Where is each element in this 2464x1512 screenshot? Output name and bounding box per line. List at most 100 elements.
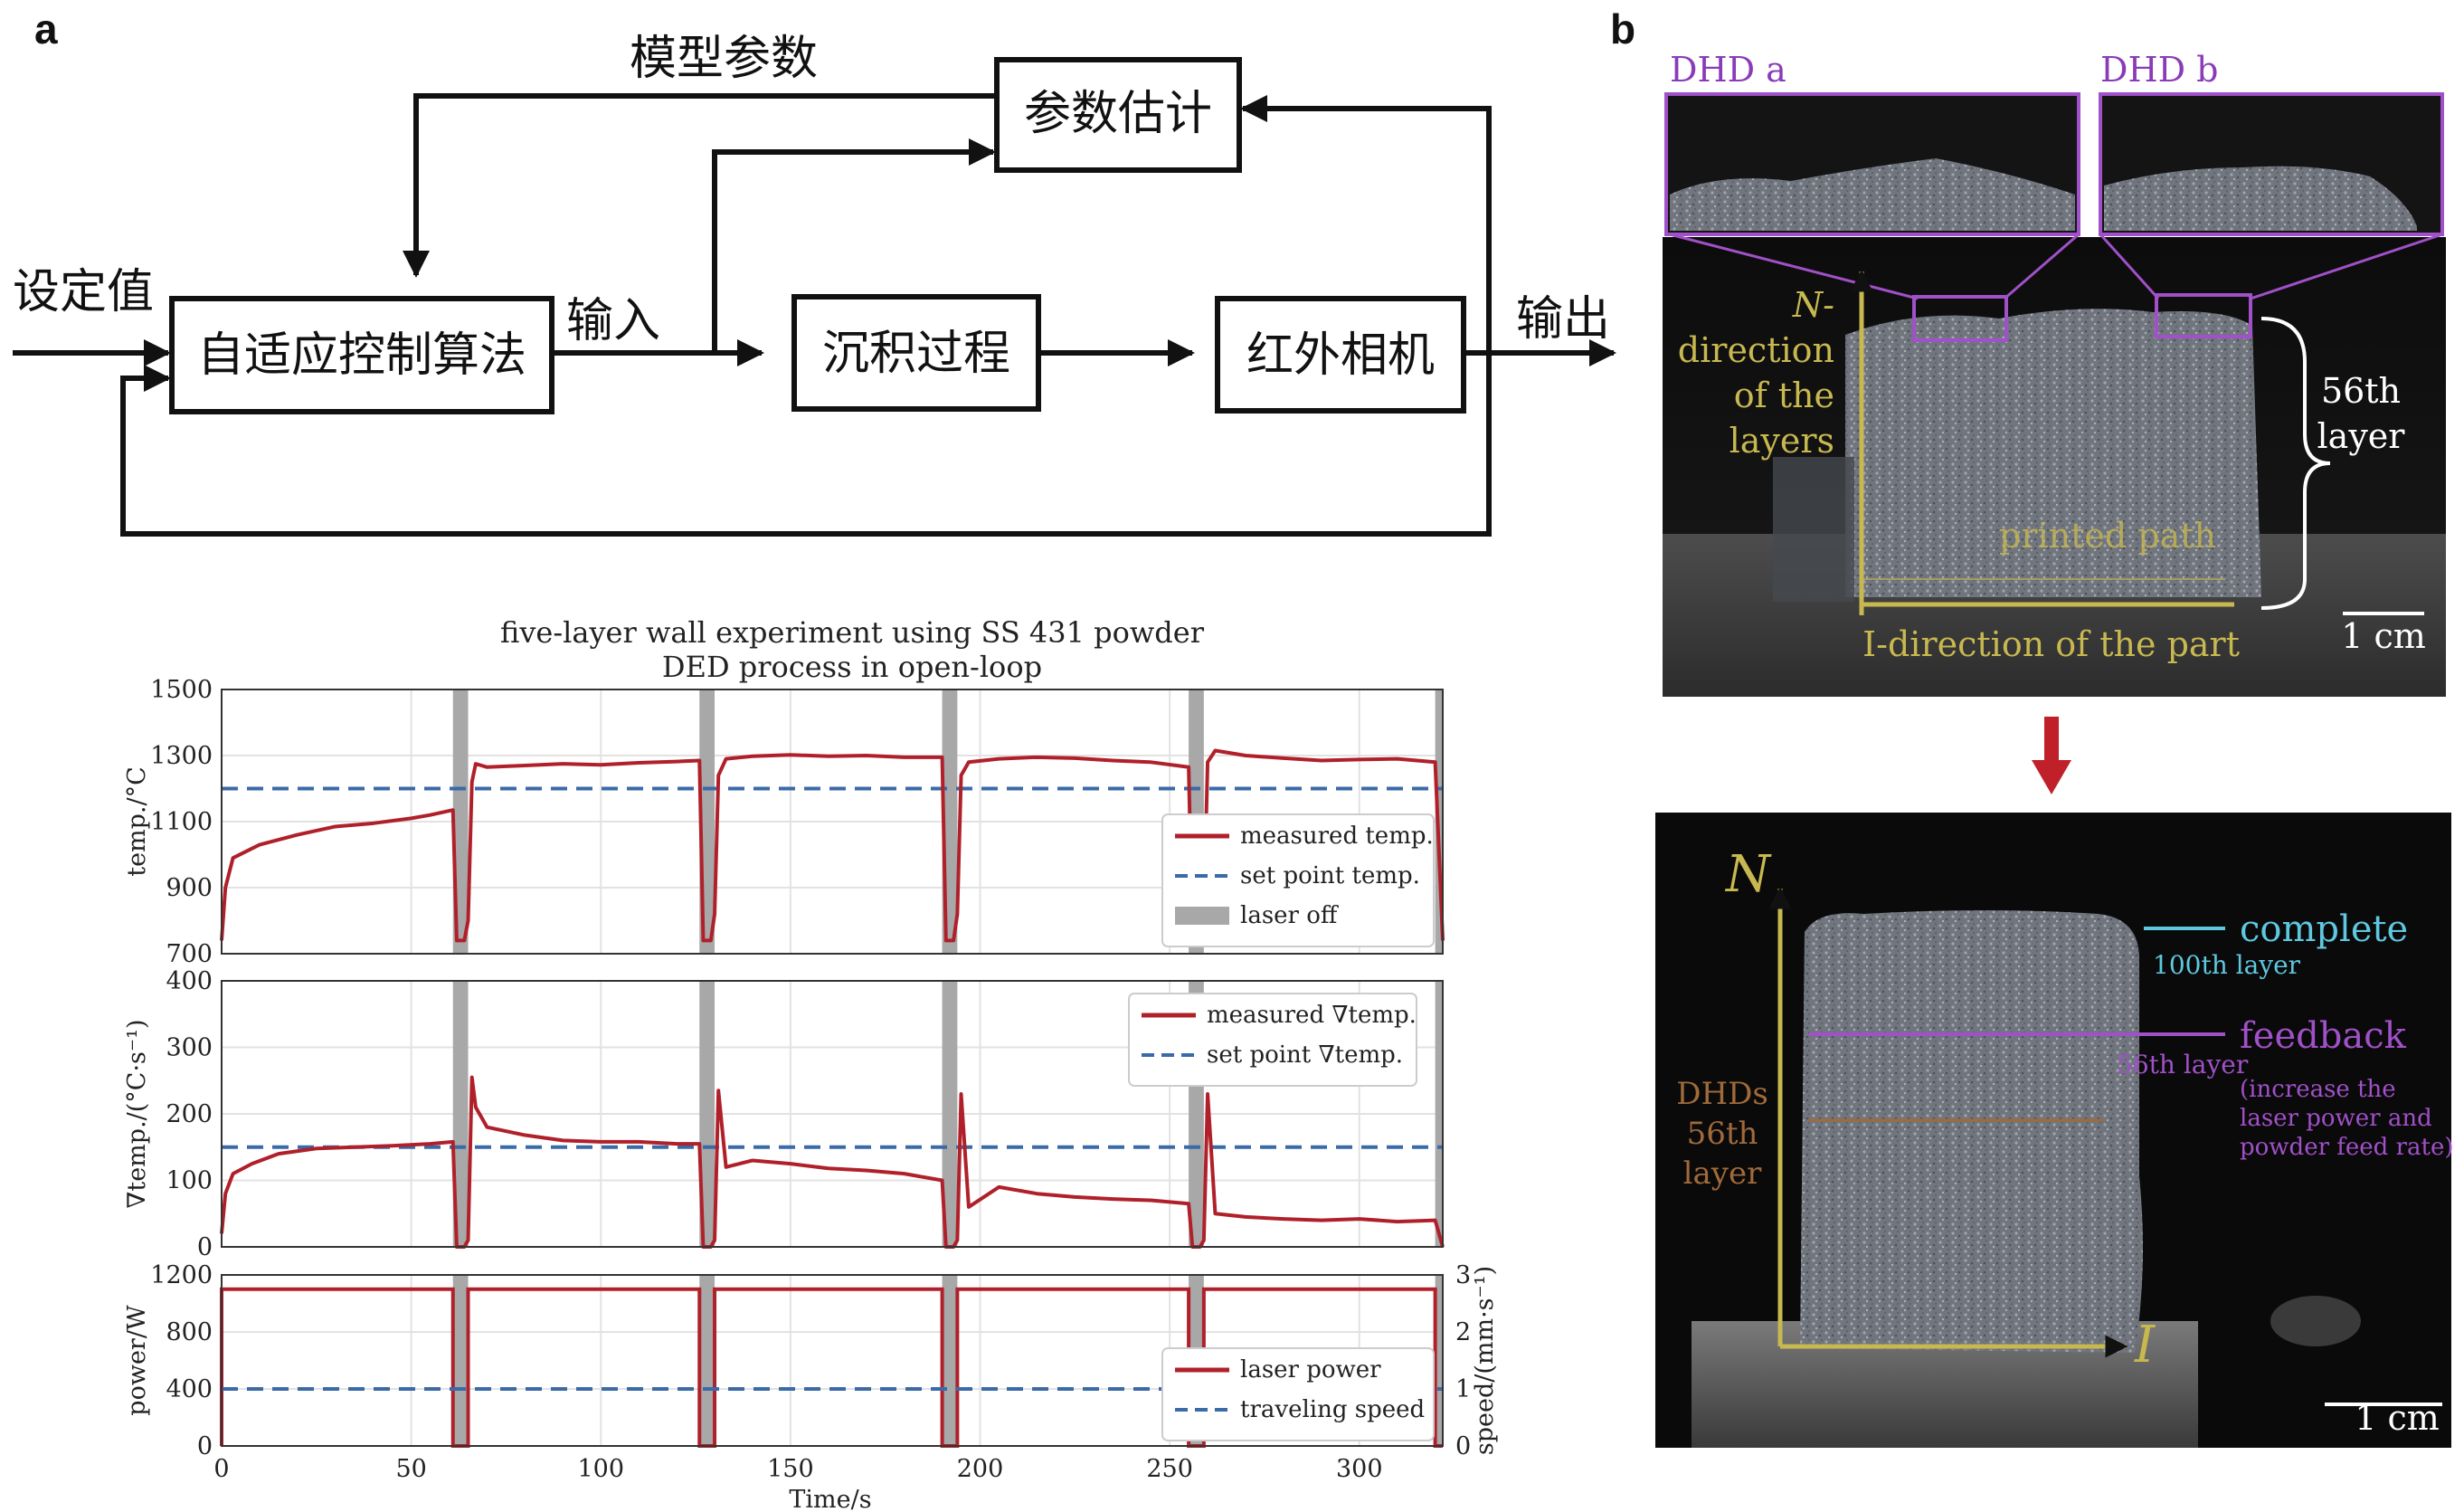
model-params-label: 模型参数 bbox=[630, 32, 818, 86]
y-tick-label: 1100 bbox=[150, 808, 213, 836]
laser-off-band bbox=[942, 981, 958, 1247]
x-tick-label: 100 bbox=[577, 1455, 624, 1483]
legend-label: traveling speed bbox=[1240, 1396, 1425, 1423]
bottom-wall-image bbox=[1800, 910, 2143, 1353]
top-56th-text-2: layer bbox=[2317, 416, 2406, 456]
bottom-photo-nozzle bbox=[2270, 1296, 2361, 1346]
n-dir-text-4: layers bbox=[1730, 421, 1834, 461]
plot-frame bbox=[221, 689, 1444, 955]
y-tick-label: 1300 bbox=[150, 742, 213, 770]
panel-a-letter: a bbox=[34, 5, 58, 52]
ir-camera-label: 红外相机 bbox=[1246, 328, 1435, 383]
dhds-text-1: DHDs bbox=[1676, 1076, 1768, 1112]
plot-frame bbox=[221, 980, 1444, 1248]
bottom-i-text: I bbox=[2134, 1316, 2156, 1374]
dhd-a-image bbox=[1670, 158, 2075, 231]
measured-line bbox=[220, 1075, 1445, 1249]
y-tick-label: 400 bbox=[166, 967, 213, 995]
dhd-b-zoom-line-left bbox=[2099, 233, 2160, 300]
dhds-text-3: layer bbox=[1683, 1155, 1762, 1192]
dhd-a-marker bbox=[1912, 295, 2008, 342]
y-tick-label: 0 bbox=[197, 1432, 213, 1460]
dhd-b-image bbox=[2104, 166, 2417, 231]
laser-off-band bbox=[1435, 981, 1443, 1247]
output-label: 输出 bbox=[1516, 292, 1610, 347]
feedback-note-1: (increase the bbox=[2240, 1076, 2396, 1103]
top-56th-text-1: 56th bbox=[2321, 371, 2401, 411]
printed-path-text: printed path bbox=[1999, 516, 2216, 556]
bottom-photo: N I complete 100th layer feedback 56th l… bbox=[1655, 813, 2454, 1448]
x-tick-label: 50 bbox=[395, 1455, 426, 1483]
control-block-diagram: 自适应控制算法 沉积过程 红外相机 参数估计 设定值 输入 输出 模型参数 bbox=[13, 32, 1616, 537]
dhd-a-zoom-line-right bbox=[2004, 233, 2080, 300]
y-tick-label: 400 bbox=[166, 1375, 213, 1403]
x-axis-label: Time/s bbox=[789, 1486, 871, 1512]
output-to-estimator-arrow bbox=[1240, 95, 1492, 353]
deposition-label: 沉积过程 bbox=[822, 327, 1010, 381]
param-estimation-label: 参数估计 bbox=[1024, 87, 1212, 141]
legend-box bbox=[1161, 813, 1435, 947]
y-tick-label: 800 bbox=[166, 1318, 213, 1346]
layer-brace bbox=[2260, 317, 2331, 610]
x-tick-label: 300 bbox=[1336, 1455, 1383, 1483]
top-photo-side-part bbox=[1773, 457, 1854, 602]
legend-label: measured temp. bbox=[1240, 823, 1434, 850]
y-right-tick-label: 2 bbox=[1455, 1318, 1471, 1346]
dhds-text-2: 56th bbox=[1687, 1116, 1758, 1152]
legend-box bbox=[1161, 1347, 1435, 1441]
adaptive-control-block bbox=[169, 296, 554, 414]
y-tick-label: 700 bbox=[166, 940, 213, 968]
i-dir-text: I-direction of the part bbox=[1862, 624, 2240, 664]
dhd-b-label: DHD b bbox=[2100, 50, 2218, 90]
complete-text: complete bbox=[2240, 908, 2408, 950]
top-wall-image bbox=[1845, 309, 2261, 597]
dhd-b-marker bbox=[2155, 293, 2252, 338]
bottom-n-text: N bbox=[1724, 845, 1772, 904]
feedback-loop-arrow bbox=[120, 353, 1492, 537]
y-tick-label: 0 bbox=[197, 1233, 213, 1261]
y-axis-label: temp./°C bbox=[123, 766, 151, 877]
y-axis-label: power/W bbox=[123, 1305, 151, 1416]
feedback-text: feedback bbox=[2240, 1015, 2407, 1057]
legend-label: laser power bbox=[1240, 1356, 1381, 1384]
panel-b-letter: b bbox=[1610, 5, 1635, 52]
n-dir-text-3: of the bbox=[1734, 376, 1834, 415]
legend-label: laser off bbox=[1240, 902, 1340, 929]
bottom-scale-text: 1 cm bbox=[2355, 1398, 2440, 1438]
setpoint-label: 设定值 bbox=[13, 265, 154, 319]
y-right-tick-label: 1 bbox=[1455, 1375, 1471, 1403]
dhd-a-zoom-line-left bbox=[1669, 233, 1919, 300]
y-right-tick-label: 0 bbox=[1455, 1432, 1471, 1460]
laser-off-band bbox=[699, 981, 716, 1247]
input-to-estimator-arrow bbox=[712, 138, 996, 353]
n-dir-text-1: N- bbox=[1792, 285, 1834, 325]
y-tick-label: 900 bbox=[166, 874, 213, 902]
ir-camera-block bbox=[1215, 296, 1466, 414]
y-tick-label: 1500 bbox=[150, 676, 213, 704]
x-tick-label: 0 bbox=[213, 1455, 229, 1483]
n-dir-text-2: direction bbox=[1678, 330, 1834, 370]
laser-off-band bbox=[942, 1275, 958, 1446]
feedback-note-3: powder feed rate) bbox=[2240, 1134, 2454, 1161]
top-photo: DHD a DHD b N- direction of the layers 5… bbox=[1663, 50, 2446, 697]
x-tick-label: 200 bbox=[957, 1455, 1004, 1483]
y-axis-label: ∇temp./(°C·s⁻¹) bbox=[123, 1020, 151, 1209]
input-label: 输入 bbox=[566, 294, 660, 348]
dhd-b-zoom-line-right bbox=[2250, 233, 2443, 300]
legend-box bbox=[1128, 993, 1417, 1087]
y-right-axis-label: speed/(mm·s⁻¹) bbox=[1471, 1266, 1499, 1455]
param-estimation-block bbox=[994, 57, 1242, 173]
deposition-block bbox=[791, 294, 1041, 412]
model-params-arrow bbox=[403, 93, 997, 278]
top-scale-text: 1 cm bbox=[2341, 616, 2426, 656]
laser-off-band bbox=[452, 981, 469, 1247]
feedback-note-2: laser power and bbox=[2240, 1105, 2432, 1132]
y-tick-label: 1200 bbox=[150, 1261, 213, 1289]
laser-off-band bbox=[1435, 1275, 1443, 1446]
chart-title-line2: DED process in open-loop bbox=[662, 650, 1042, 684]
legend-label: measured ∇temp. bbox=[1207, 1002, 1417, 1029]
y-tick-label: 100 bbox=[166, 1167, 213, 1195]
chart-title-line1: five-layer wall experiment using SS 431 … bbox=[500, 615, 1205, 650]
layer-56-text: 56th layer bbox=[2117, 1050, 2249, 1079]
